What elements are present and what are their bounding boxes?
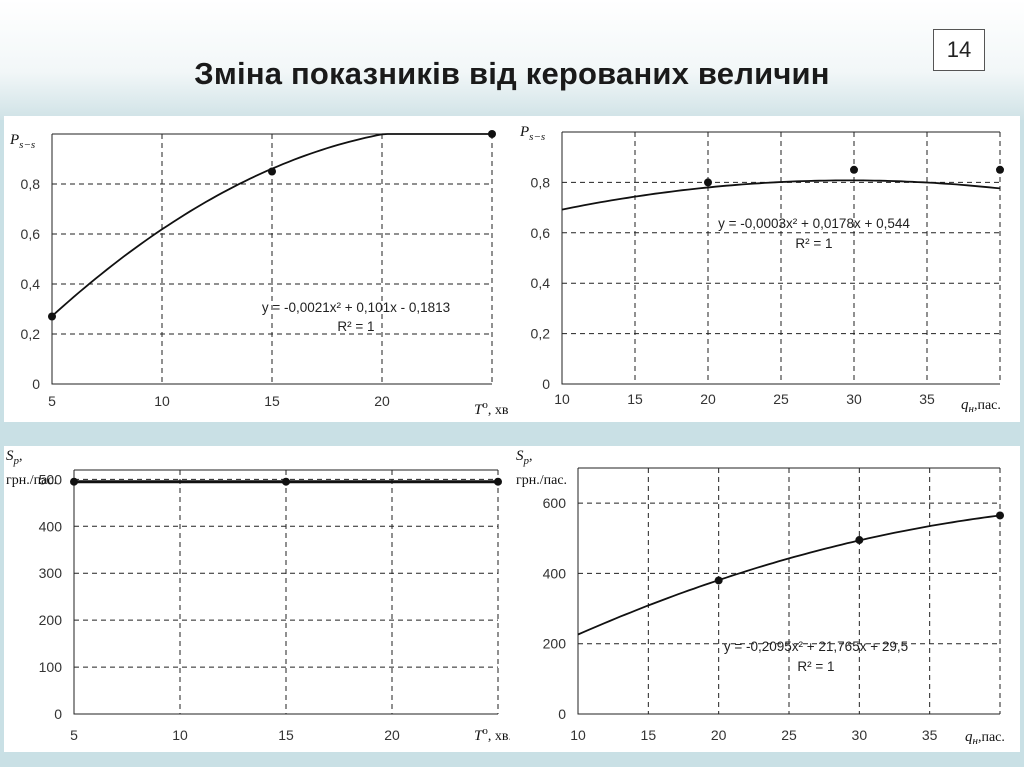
x-tick-label: 30: [846, 391, 862, 407]
slide-header-background: [0, 0, 1024, 120]
plot-frame: [561, 131, 1000, 385]
y-tick-label: 200: [543, 636, 567, 652]
y-tick-label: 0: [54, 706, 62, 722]
gridlines: [52, 134, 493, 384]
x-tick-label: 35: [922, 727, 938, 743]
x-tick-label: 20: [374, 393, 390, 409]
trendline: [577, 514, 1001, 636]
slide-title: Зміна показників від керованих величин: [194, 56, 830, 91]
x-tick-label: 25: [773, 391, 789, 407]
chart-panel-pss-vs-time: 5 10 15 20 0 0,2 0,4 0,6 0,8 y = -0,0021x² + 0,10…: [4, 116, 514, 422]
x-tick-label: 10: [554, 391, 570, 407]
x-axis-label: To, хв.: [474, 725, 512, 744]
y-tick-label: 500: [39, 471, 63, 487]
y-tick-label: 0: [542, 376, 550, 392]
y-tick-label: 0,4: [531, 275, 551, 291]
x-tick-label: 5: [48, 393, 56, 409]
y-axis-label: Sp,: [6, 448, 23, 467]
chart-pss-vs-passengers: 10 15 20 25 30 35 0 0,2 0,4 0,6 0,8 y = -0,0003x² +…: [519, 124, 1004, 415]
trendline: [561, 179, 1001, 211]
data-point: [996, 511, 1004, 520]
data-point: [268, 167, 276, 176]
data-point: [48, 312, 56, 321]
plot-frame: [577, 467, 1000, 715]
data-point: [488, 130, 496, 138]
y-tick-label: 0,4: [21, 276, 41, 292]
x-tick-label: 10: [172, 727, 188, 743]
page-number: 14: [933, 29, 985, 71]
y-tick-label: 0,6: [531, 225, 551, 241]
x-tick-label: 20: [384, 727, 400, 743]
y-tick-label: 400: [543, 565, 567, 581]
y-axis-unit-label: грн./пас.: [6, 473, 57, 488]
data-point: [494, 477, 502, 486]
y-tick-label: 0: [32, 376, 40, 392]
chart-pss-vs-time: 5 10 15 20 0 0,2 0,4 0,6 0,8 y = -0,0021x² + 0,10…: [9, 130, 509, 418]
y-tick-label: 600: [543, 495, 567, 511]
x-tick-label: 15: [627, 391, 643, 407]
data-point: [282, 477, 290, 486]
x-tick-label: 25: [781, 727, 797, 743]
x-tick-label: 5: [70, 727, 78, 743]
y-tick-label: 300: [39, 565, 63, 581]
x-axis-label: qн,пас.: [965, 729, 1005, 747]
data-point: [855, 536, 864, 545]
chart-sp-vs-passengers: 10 15 20 25 30 35 0 200 400 600 y = -0,2095x² + 21…: [516, 448, 1005, 747]
x-axis-label: qн,пас.: [961, 397, 1001, 415]
y-tick-label: 0,6: [21, 226, 41, 242]
y-tick-label: 0,2: [21, 326, 41, 342]
x-tick-label: 35: [919, 391, 935, 407]
gridlines: [74, 470, 499, 714]
y-tick-label: 0,8: [21, 176, 41, 192]
y-axis-unit-label: грн./пас.: [516, 473, 567, 488]
trend-equation: y = -0,0003x² + 0,0178x + 0,544: [718, 216, 910, 231]
gridlines: [578, 468, 1001, 714]
y-tick-label: 100: [39, 659, 63, 675]
data-point: [850, 165, 858, 174]
x-tick-label: 30: [852, 727, 868, 743]
data-point: [704, 178, 712, 187]
x-tick-label: 10: [154, 393, 170, 409]
data-point: [714, 576, 723, 585]
x-tick-label: 20: [711, 727, 727, 743]
y-axis-label: Sp,: [516, 448, 533, 467]
chart-panel-sp-vs-time: 5 10 15 20 0 100 200 300 400 500 To, хв. Sp, грн./па…: [4, 446, 524, 752]
y-tick-label: 200: [39, 612, 63, 628]
trend-equation: y = -0,0021x² + 0,101x - 0,1813: [262, 300, 450, 315]
trend-equation: y = -0,2095x² + 21,765x + 29,5: [724, 639, 908, 654]
y-axis-label: Ps−s: [519, 124, 545, 143]
plot-frame: [73, 469, 498, 715]
x-tick-label: 20: [700, 391, 716, 407]
x-tick-label: 15: [641, 727, 657, 743]
r-squared-label: R² = 1: [337, 319, 374, 334]
y-axis-label: Ps−s: [9, 132, 35, 151]
r-squared-label: R² = 1: [797, 659, 834, 674]
chart-panel-sp-vs-passengers: 10 15 20 25 30 35 0 200 400 600 y = -0,2095x² + 21…: [510, 446, 1020, 752]
chart-panel-pss-vs-passengers: 10 15 20 25 30 35 0 0,2 0,4 0,6 0,8 y = -0,0003x² +…: [514, 116, 1020, 422]
x-tick-label: 15: [278, 727, 294, 743]
y-tick-label: 0,8: [531, 174, 551, 190]
y-tick-label: 400: [39, 518, 63, 534]
x-tick-label: 10: [570, 727, 586, 743]
r-squared-label: R² = 1: [795, 236, 832, 251]
x-axis-label: To, хв: [474, 399, 509, 418]
x-tick-label: 15: [264, 393, 280, 409]
y-tick-label: 0,2: [531, 326, 551, 342]
y-tick-label: 0: [558, 706, 566, 722]
data-point: [996, 165, 1004, 174]
data-point: [70, 477, 78, 486]
gridlines: [562, 132, 1001, 384]
